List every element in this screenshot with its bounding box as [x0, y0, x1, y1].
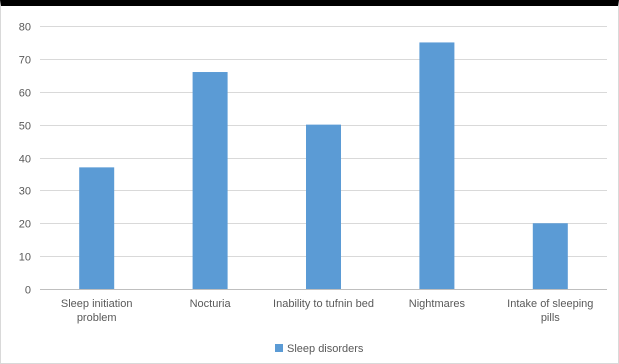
y-tick-label: 60	[19, 88, 31, 100]
y-tick-label: 70	[19, 55, 31, 67]
y-tick-label: 40	[19, 154, 31, 166]
x-category-label: pills	[541, 312, 560, 324]
x-category-label: Nocturia	[190, 298, 232, 310]
x-category-label: Nightmares	[409, 298, 466, 310]
bar	[306, 124, 341, 289]
y-axis-ticks: 0 10 20 30 40 50 60 70 80	[19, 22, 31, 297]
gridlines	[40, 26, 607, 290]
x-category-label: problem	[77, 312, 117, 324]
y-tick-label: 10	[19, 252, 31, 264]
bar	[192, 72, 228, 290]
y-tick-label: 20	[19, 219, 31, 231]
y-tick-label: 80	[19, 22, 31, 34]
bars	[79, 42, 568, 290]
x-category-label: Sleep initiation	[61, 298, 133, 310]
x-category-label: Inability to tufnin bed	[273, 298, 374, 310]
x-axis-categories: Sleep initiation problem Nocturia Inability…	[61, 298, 593, 324]
y-tick-label: 30	[19, 186, 31, 198]
y-tick-label: 0	[25, 285, 31, 297]
legend: Sleep disorders	[275, 343, 364, 355]
y-tick-label: 50	[19, 121, 31, 133]
legend-swatch	[275, 344, 283, 352]
legend-label: Sleep disorders	[287, 343, 364, 355]
x-category-label: Intake of sleeping	[507, 298, 593, 310]
bar	[419, 42, 455, 289]
bar	[79, 167, 115, 289]
bar	[532, 223, 568, 289]
